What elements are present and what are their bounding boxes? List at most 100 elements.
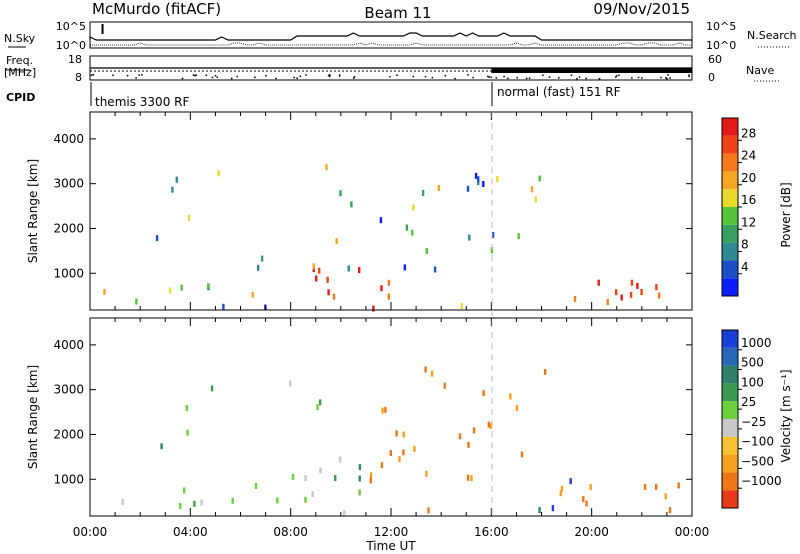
colorbar-segment [722,118,738,136]
echo-cell [515,405,519,412]
n-search-trace [90,42,692,46]
nave-dot [412,75,415,78]
nave-dot [216,76,218,78]
nave-dot [353,75,356,78]
echo-cell [304,475,307,482]
echo-cell [530,186,534,193]
echo-cell [664,493,667,500]
echo-cell [335,238,338,245]
noise-bottom-left: 10^0 [56,39,86,52]
nave-dot [236,75,238,78]
nave-dot [444,74,447,77]
echo-cell [437,185,441,191]
echo-cell [257,264,260,271]
echo-cell [551,505,555,512]
colorbar-segment [722,419,738,437]
echo-cell [405,224,409,231]
x-axis-title: Time UT [365,539,416,553]
beam-title: Beam 11 [364,4,431,22]
echo-cell [384,406,387,413]
echo-cell [425,470,428,477]
echo-cell [474,172,478,179]
echo-cell [369,472,373,479]
nave-dot [467,74,469,76]
echo-cell [175,176,178,183]
nave-dot [195,74,197,76]
echo-cell [487,421,490,428]
y-tick-label: 3000 [53,383,84,397]
echo-cell [380,462,384,469]
nave-dot [338,75,341,77]
echo-cell [573,295,577,302]
echo-cell [276,497,279,504]
cpid-program-2: normal (fast) 151 RF [497,85,621,99]
nave-dot [548,76,551,78]
x-tick-label: 04:00 [173,525,208,539]
nave-dot [618,74,620,76]
echo-cell [315,275,318,282]
echo-cell [193,500,196,507]
echo-cell [171,186,174,193]
date-title: 09/Nov/2015 [593,0,690,18]
echo-cell [387,279,391,286]
echo-cell [325,164,328,171]
echo-cell [186,429,189,436]
nave-dot [688,75,690,78]
echo-cell [179,503,182,509]
echo-cell [482,390,485,397]
nave-dot [495,77,498,79]
freq-unit-label: [MHz] [4,66,36,79]
nave-dot [305,74,307,76]
echo-cell [433,266,437,273]
echo-cell [658,292,661,299]
echo-cell [381,407,384,414]
echo-cell [231,497,234,504]
freq-tick-bottom: 8 [75,71,82,84]
nave-dot [214,74,217,77]
nave-dot [275,77,277,80]
echo-cell [358,464,362,471]
echo-cell [582,496,585,503]
colorbar-segment [722,347,738,366]
echo-cell [430,370,434,377]
power-colorbar: 4 8 12 16 20 24 28 [721,117,756,297]
echo-cell [520,451,524,458]
colorbar-tick-label: 1000 [741,336,772,350]
echo-cell [403,264,406,271]
x-tick-label: 12:00 [374,525,409,539]
echo-cell [425,247,428,254]
echo-cell [398,456,401,462]
nave-label: Nave [746,64,774,77]
nave-dot [92,74,95,76]
noise-bottom-right: 10^0 [706,39,736,52]
nave-dot [328,75,331,78]
nave-dot [669,77,671,79]
echo-cell [636,282,639,289]
nave-dot [558,77,560,79]
x-tick-label: 16:00 [474,525,509,539]
noise-top-right: 10^5 [706,20,736,33]
velocity-axes: 1000 2000 3000 4000 [53,318,693,516]
nave-dot [615,75,618,77]
echo-cell [643,483,647,490]
colorbar-segment [722,436,738,455]
nave-dot [192,74,195,76]
y-tick-label: 4000 [53,338,84,352]
echo-cell [615,289,618,296]
nave-dot [641,77,643,79]
nave-dot [503,75,505,78]
echo-cell [534,196,537,203]
colorbar-tick-label: 16 [741,193,756,207]
echo-cell [103,288,106,295]
velocity-colorbar-label: Velocity [m s⁻¹] [779,369,793,462]
power-colorbar-label: Power [dB] [779,182,793,247]
colorbar-tick-label: 28 [741,126,756,140]
echo-cell [677,482,680,489]
echo-cell [332,293,336,300]
power-axes: 1000 2000 3000 4000 [53,112,693,310]
echo-cell [311,491,314,498]
echo-cell [318,267,321,274]
nave-dot [254,76,256,79]
echo-cell [482,181,485,187]
colorbar-tick-label: 12 [741,215,756,229]
